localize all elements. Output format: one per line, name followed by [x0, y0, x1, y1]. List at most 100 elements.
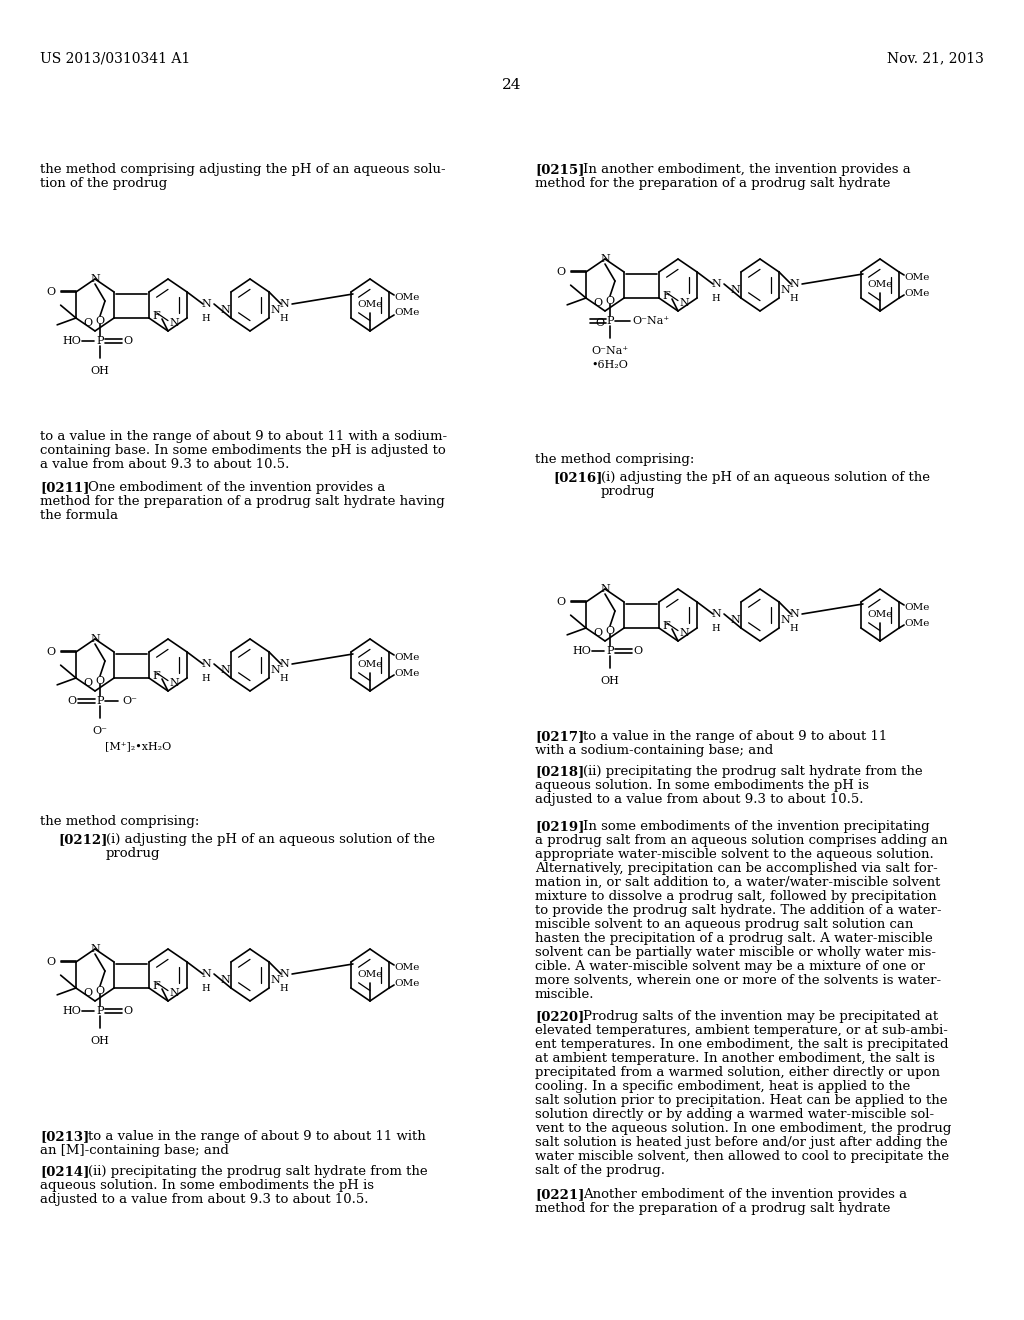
Text: (ii) precipitating the prodrug salt hydrate from the: (ii) precipitating the prodrug salt hydr… [88, 1166, 428, 1177]
Text: a value from about 9.3 to about 10.5.: a value from about 9.3 to about 10.5. [40, 458, 290, 471]
Text: OMe: OMe [904, 272, 930, 281]
Text: N: N [270, 305, 280, 315]
Text: H: H [280, 314, 289, 323]
Text: [0215]: [0215] [535, 162, 585, 176]
Text: O: O [557, 267, 566, 277]
Text: O⁻Na⁺: O⁻Na⁺ [632, 315, 669, 326]
Text: H: H [202, 983, 210, 993]
Text: P: P [96, 337, 103, 346]
Text: O: O [593, 297, 602, 308]
Text: N: N [220, 665, 230, 675]
Text: OH: OH [90, 1036, 110, 1045]
Text: HO: HO [62, 337, 82, 346]
Text: adjusted to a value from about 9.3 to about 10.5.: adjusted to a value from about 9.3 to ab… [40, 1193, 369, 1206]
Text: mixture to dissolve a prodrug salt, followed by precipitation: mixture to dissolve a prodrug salt, foll… [535, 890, 937, 903]
Text: miscible solvent to an aqueous prodrug salt solution can: miscible solvent to an aqueous prodrug s… [535, 917, 913, 931]
Text: Another embodiment of the invention provides a: Another embodiment of the invention prov… [583, 1188, 907, 1201]
Text: OMe: OMe [357, 300, 383, 309]
Text: N: N [90, 944, 100, 954]
Text: N: N [790, 609, 799, 619]
Text: O: O [605, 296, 614, 306]
Text: N: N [780, 615, 790, 624]
Text: OMe: OMe [904, 289, 930, 297]
Text: OMe: OMe [394, 309, 420, 318]
Text: to provide the prodrug salt hydrate. The addition of a water-: to provide the prodrug salt hydrate. The… [535, 904, 941, 917]
Text: appropriate water-miscible solvent to the aqueous solution.: appropriate water-miscible solvent to th… [535, 847, 934, 861]
Text: method for the preparation of a prodrug salt hydrate: method for the preparation of a prodrug … [535, 177, 891, 190]
Text: [0213]: [0213] [40, 1130, 89, 1143]
Text: N: N [730, 285, 740, 294]
Text: O: O [95, 676, 104, 686]
Text: OH: OH [600, 676, 620, 686]
Text: P: P [96, 1006, 103, 1016]
Text: N: N [679, 298, 689, 308]
Text: a prodrug salt from an aqueous solution comprises adding an: a prodrug salt from an aqueous solution … [535, 834, 947, 847]
Text: O: O [47, 957, 56, 968]
Text: N: N [169, 318, 179, 327]
Text: O⁻: O⁻ [92, 726, 108, 737]
Text: salt of the prodrug.: salt of the prodrug. [535, 1164, 665, 1177]
Text: OMe: OMe [904, 602, 930, 611]
Text: N: N [90, 275, 100, 284]
Text: (i) adjusting the pH of an aqueous solution of the: (i) adjusting the pH of an aqueous solut… [106, 833, 435, 846]
Text: N: N [201, 969, 211, 979]
Text: N: N [790, 279, 799, 289]
Text: more solvents, wherein one or more of the solvents is water-: more solvents, wherein one or more of th… [535, 974, 941, 987]
Text: aqueous solution. In some embodiments the pH is: aqueous solution. In some embodiments th… [535, 779, 869, 792]
Text: OMe: OMe [357, 660, 383, 669]
Text: the formula: the formula [40, 510, 118, 521]
Text: O: O [605, 626, 614, 636]
Text: •6H₂O: •6H₂O [592, 360, 629, 370]
Text: P: P [606, 315, 613, 326]
Text: with a sodium-containing base; and: with a sodium-containing base; and [535, 744, 773, 756]
Text: N: N [90, 634, 100, 644]
Text: to a value in the range of about 9 to about 11: to a value in the range of about 9 to ab… [583, 730, 887, 743]
Text: OMe: OMe [394, 293, 420, 301]
Text: elevated temperatures, ambient temperature, or at sub-ambi-: elevated temperatures, ambient temperatu… [535, 1024, 948, 1038]
Text: N: N [201, 659, 211, 669]
Text: OMe: OMe [394, 962, 420, 972]
Text: Prodrug salts of the invention may be precipitated at: Prodrug salts of the invention may be pr… [583, 1010, 938, 1023]
Text: O: O [124, 1006, 132, 1016]
Text: precipitated from a warmed solution, either directly or upon: precipitated from a warmed solution, eit… [535, 1067, 940, 1078]
Text: N: N [600, 253, 610, 264]
Text: O: O [124, 337, 132, 346]
Text: One embodiment of the invention provides a: One embodiment of the invention provides… [88, 480, 385, 494]
Text: aqueous solution. In some embodiments the pH is: aqueous solution. In some embodiments th… [40, 1179, 374, 1192]
Text: H: H [790, 624, 799, 634]
Text: N: N [220, 975, 230, 985]
Text: N: N [711, 609, 721, 619]
Text: H: H [280, 983, 289, 993]
Text: N: N [679, 628, 689, 638]
Text: OMe: OMe [904, 619, 930, 627]
Text: O⁻: O⁻ [122, 696, 137, 706]
Text: containing base. In some embodiments the pH is adjusted to: containing base. In some embodiments the… [40, 444, 445, 457]
Text: water miscible solvent, then allowed to cool to precipitate the: water miscible solvent, then allowed to … [535, 1150, 949, 1163]
Text: [0214]: [0214] [40, 1166, 89, 1177]
Text: Alternatively, precipitation can be accomplished via salt for-: Alternatively, precipitation can be acco… [535, 862, 938, 875]
Text: an [M]-containing base; and: an [M]-containing base; and [40, 1144, 229, 1158]
Text: salt solution is heated just before and/or just after adding the: salt solution is heated just before and/… [535, 1137, 947, 1148]
Text: [0219]: [0219] [535, 820, 585, 833]
Text: O: O [47, 286, 56, 297]
Text: [0211]: [0211] [40, 480, 89, 494]
Text: O: O [83, 987, 92, 998]
Text: F: F [663, 620, 670, 631]
Text: N: N [280, 300, 289, 309]
Text: N: N [270, 975, 280, 985]
Text: In some embodiments of the invention precipitating: In some embodiments of the invention pre… [583, 820, 930, 833]
Text: N: N [201, 300, 211, 309]
Text: [0221]: [0221] [535, 1188, 585, 1201]
Text: O: O [83, 677, 92, 688]
Text: N: N [169, 678, 179, 688]
Text: hasten the precipitation of a prodrug salt. A water-miscible: hasten the precipitation of a prodrug sa… [535, 932, 933, 945]
Text: OMe: OMe [867, 280, 893, 289]
Text: F: F [663, 290, 670, 301]
Text: solvent can be partially water miscible or wholly water mis-: solvent can be partially water miscible … [535, 946, 936, 960]
Text: the method comprising:: the method comprising: [535, 453, 694, 466]
Text: F: F [153, 671, 160, 681]
Text: N: N [280, 659, 289, 669]
Text: cooling. In a specific embodiment, heat is applied to the: cooling. In a specific embodiment, heat … [535, 1080, 910, 1093]
Text: H: H [712, 294, 720, 304]
Text: to a value in the range of about 9 to about 11 with a sodium-: to a value in the range of about 9 to ab… [40, 430, 447, 444]
